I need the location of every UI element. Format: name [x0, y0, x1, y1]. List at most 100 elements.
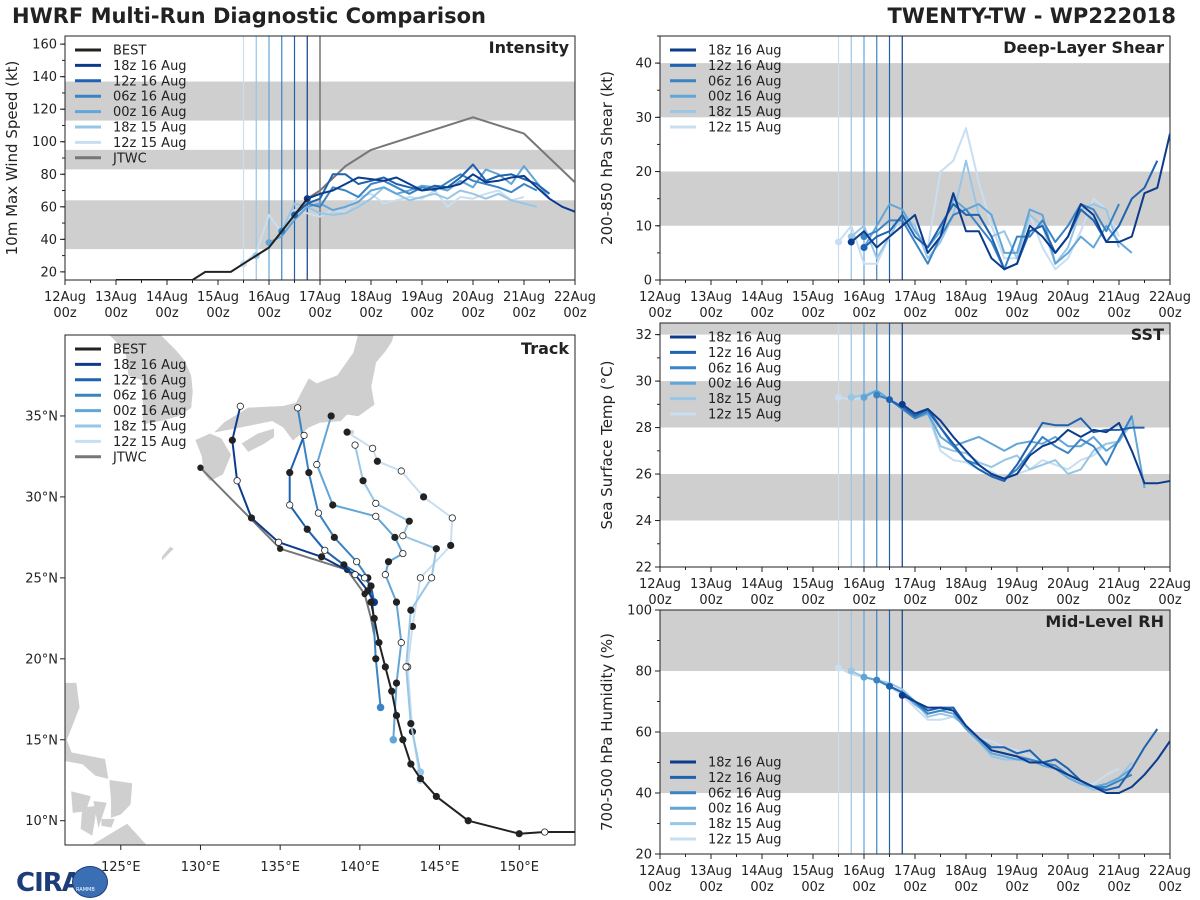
x-tick-label-hour: 00z	[750, 593, 774, 608]
legend-label: 06z 16 Aug	[708, 361, 782, 376]
lat-tick-label: 20°N	[25, 652, 58, 667]
best-track-point	[416, 775, 425, 783]
rammb-logo-text: RAMMB	[76, 887, 95, 893]
x-tick-label-hour: 00z	[801, 880, 825, 895]
x-tick-label-hour: 00z	[1005, 880, 1029, 895]
chart-track: 125°E 130°E 135°E 140°E 145°E 150°E 10°N 15°N 20…	[25, 334, 576, 875]
best-track-point	[392, 711, 401, 720]
legend-label: JTWC	[112, 151, 147, 166]
best-track-point	[432, 792, 440, 801]
x-tick-label: 16Aug	[843, 577, 885, 592]
forecast-track-point	[407, 606, 415, 614]
x-tick-label: 16Aug	[843, 290, 885, 305]
x-tick-label-hour: 00z	[801, 593, 825, 608]
lon-tick-label: 135°E	[260, 860, 300, 875]
x-tick-label: 15Aug	[792, 290, 834, 305]
forecast-track-point	[373, 457, 381, 465]
x-tick-label-hour: 00z	[359, 306, 383, 321]
x-tick-label-hour: 00z	[410, 306, 434, 321]
land-mass	[195, 433, 232, 482]
legend-label: 12z 15 Aug	[708, 408, 782, 423]
x-tick-label: 21Aug	[503, 290, 545, 305]
chart-rh: 2040608010012Aug00z13Aug00z14Aug00z15Aug…	[598, 604, 1191, 896]
x-tick-label: 12Aug	[639, 577, 681, 592]
x-tick-label-hour: 00z	[1158, 306, 1182, 321]
y-tick-label: 22	[635, 561, 652, 576]
x-tick-label: 14Aug	[741, 290, 783, 305]
legend-label: JTWC	[112, 450, 147, 465]
x-tick-label: 16Aug	[843, 864, 885, 879]
y-tick-label: 0	[644, 274, 652, 289]
y-tick-label: 20	[635, 848, 652, 863]
forecast-track-point	[247, 514, 256, 522]
x-tick-label: 14Aug	[741, 864, 783, 879]
legend-label: 18z 15 Aug	[113, 420, 187, 435]
land-mass	[80, 805, 98, 836]
forecast-track-point	[381, 571, 389, 579]
legend-label: 18z 15 Aug	[708, 392, 782, 407]
forecast-track-point	[329, 501, 337, 509]
legend-label: 18z 16 Aug	[708, 331, 782, 346]
best-line	[116, 198, 309, 280]
lat-tick-label: 15°N	[25, 733, 58, 748]
forecast-track-point	[391, 533, 399, 541]
x-tick-label: 18Aug	[945, 290, 987, 305]
best-track-point	[375, 639, 383, 647]
x-tick-label: 22Aug	[554, 290, 596, 305]
x-tick-label: 17Aug	[894, 864, 936, 879]
x-tick-label-hour: 00z	[1107, 593, 1131, 608]
x-tick-label: 14Aug	[146, 290, 188, 305]
x-tick-label: 20Aug	[452, 290, 494, 305]
forecast-track-point	[351, 571, 359, 579]
panel-title: Track	[521, 339, 569, 358]
series-group	[116, 116, 575, 280]
panel-title: Intensity	[489, 38, 570, 57]
x-tick-label-hour: 00z	[699, 306, 723, 321]
x-tick-label-hour: 00z	[903, 593, 927, 608]
lon-tick-label: 145°E	[420, 860, 460, 875]
y-tick-label: 100	[32, 135, 57, 150]
x-tick-label-hour: 00z	[155, 306, 179, 321]
forecast-track-point	[392, 598, 401, 606]
y-tick-label: 26	[635, 468, 652, 483]
forecast-track-point	[372, 499, 380, 507]
forecast-track-point	[399, 532, 407, 540]
legend-label: 12z 16 Aug	[708, 346, 782, 361]
land-mass	[101, 818, 115, 828]
legend-label: 12z 15 Aug	[708, 833, 782, 848]
legend-label: 18z 16 Aug	[708, 756, 782, 771]
x-tick-label: 13Aug	[690, 577, 732, 592]
series-start-marker	[873, 391, 881, 399]
land-mass	[109, 779, 133, 818]
legend-label: 12z 15 Aug	[113, 136, 187, 151]
x-tick-label-hour: 00z	[801, 306, 825, 321]
x-tick-label: 13Aug	[95, 290, 137, 305]
x-tick-label: 12Aug	[639, 290, 681, 305]
forecast-track-point	[286, 469, 294, 477]
x-tick-label-hour: 00z	[1056, 880, 1080, 895]
x-tick-label: 19Aug	[996, 864, 1038, 879]
best-track-point	[515, 830, 523, 838]
y-tick-label: 40	[40, 233, 57, 248]
land-mass	[65, 682, 109, 779]
y-tick-label: 32	[635, 328, 652, 343]
forecast-track-start	[389, 735, 398, 744]
forecast-track-point	[407, 719, 415, 728]
map-layer	[65, 335, 575, 845]
forecast-track-point	[330, 533, 338, 541]
y-axis-label: Sea Surface Temp (°C)	[598, 360, 616, 529]
panel-title: SST	[1131, 325, 1164, 344]
jtwc-track	[199, 467, 376, 635]
best-track-point	[399, 736, 407, 744]
x-tick-label-hour: 00z	[1107, 306, 1131, 321]
x-tick-label-hour: 00z	[903, 880, 927, 895]
x-tick-label: 21Aug	[1098, 864, 1140, 879]
forecast-track-point	[317, 553, 326, 561]
series-start-marker	[886, 396, 893, 404]
lon-tick-label: 140°E	[340, 860, 380, 875]
legend-label: 06z 16 Aug	[708, 786, 782, 801]
legend-label: 18z 16 Aug	[113, 358, 187, 373]
legend-label: 00z 16 Aug	[708, 802, 782, 817]
series-line-2	[863, 203, 1120, 271]
x-tick-label-hour: 00z	[954, 593, 978, 608]
